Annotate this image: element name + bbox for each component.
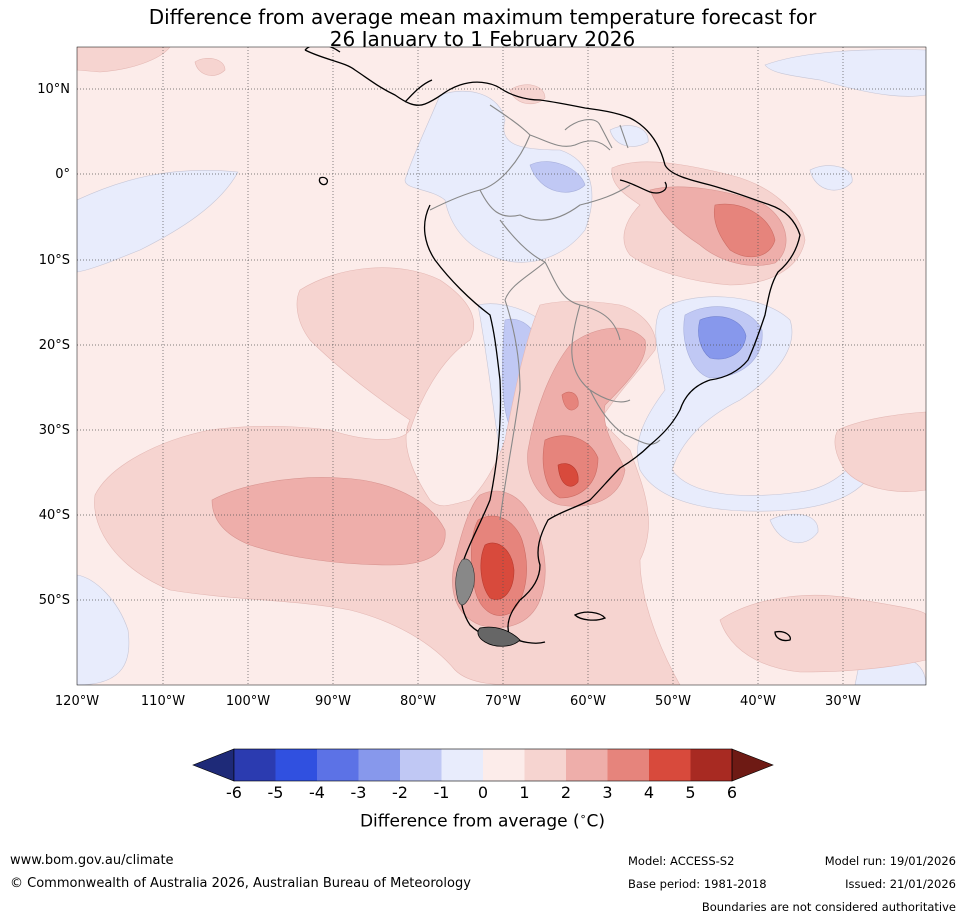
colorbar-bin — [358, 749, 400, 781]
map-title-line-2: 26 January to 1 February 2026 — [329, 27, 636, 51]
colorbar-tick-label: 1 — [519, 783, 530, 802]
lat-label-10s: 10°S — [38, 253, 70, 268]
colorbar-extend-low — [192, 748, 235, 782]
anomaly-warm-far-south-atlantic — [719, 594, 926, 673]
lat-label-30s: 30°S — [38, 423, 70, 438]
colorbar-bin — [566, 749, 608, 781]
anomaly-warm-south-atlantic-east — [834, 411, 926, 492]
lon-label-70w: 70°W — [485, 694, 521, 709]
lon-label-60w: 60°W — [570, 694, 606, 709]
colorbar-bin — [400, 749, 442, 781]
lon-label-40w: 40°W — [740, 694, 776, 709]
lon-label-90w: 90°W — [315, 694, 351, 709]
anomaly-cool-amazon-core — [529, 161, 586, 193]
anomaly-warm-southeast-pacific-core — [211, 477, 446, 566]
lon-label-80w: 80°W — [400, 694, 436, 709]
anomaly-warm-northeast-brazil-peak — [713, 203, 776, 258]
anomaly-cool-guianas — [609, 125, 649, 147]
footer-copyright: © Commonwealth of Australia 2026, Austra… — [10, 876, 471, 891]
lat-label-50s: 50°S — [38, 593, 70, 608]
colorbar-bin — [234, 749, 276, 781]
colorbar-bin — [607, 749, 649, 781]
colorbar-bin — [524, 749, 566, 781]
colorbar-tick-label: -6 — [226, 783, 242, 802]
colorbar-tick-label: -3 — [350, 783, 367, 802]
colorbar-tick-label: 3 — [602, 783, 613, 802]
colorbar-tick-label: -2 — [392, 783, 408, 802]
colorbar-bin — [317, 749, 359, 781]
colorbar-title: Difference from average (∘C) — [0, 810, 965, 832]
lon-label-50w: 50°W — [655, 694, 691, 709]
colorbar-bin — [690, 749, 732, 781]
colorbar-bin — [649, 749, 691, 781]
colorbar-tick-label: 0 — [477, 783, 489, 802]
footer-base-period: Base period: 1981-2018 — [628, 877, 767, 891]
anomaly-warm-argentina-spot — [561, 391, 579, 411]
map-frame — [76, 46, 927, 686]
footer-disclaimer: Boundaries are not considered authoritat… — [701, 900, 956, 914]
lat-label-0: 0° — [55, 167, 70, 182]
footer-issued: Issued: 21/01/2026 — [845, 877, 956, 891]
anomaly-cool-south-atlantic-east — [769, 513, 819, 543]
anomaly-field — [77, 47, 926, 685]
anomaly-warm-caribbean — [509, 84, 546, 105]
lat-label-10n: 10°N — [37, 82, 70, 97]
lon-label-120w: 120°W — [54, 694, 100, 709]
graticule — [77, 47, 926, 685]
map-title-line-1: Difference from average mean maximum tem… — [148, 5, 817, 29]
anomaly-cool-south-atlantic-small — [809, 165, 853, 191]
anomaly-cool-southeast-brazil-peak — [698, 316, 747, 360]
colorbar-bin — [441, 749, 483, 781]
colorbar-title-suffix: C) — [586, 811, 606, 832]
footer-website: www.bom.gov.au/climate — [10, 853, 174, 868]
lon-label-30w: 30°W — [825, 694, 861, 709]
lat-label-20s: 20°S — [38, 338, 70, 353]
colorbar-frame — [233, 748, 733, 782]
footer-model-run: Model run: 19/01/2026 — [824, 854, 956, 868]
anomaly-warm-pacific-spot — [194, 57, 226, 76]
colorbar-tick-label: 5 — [685, 783, 696, 802]
anomaly-cool-north-atlantic — [764, 49, 926, 97]
patagonian-islands — [455, 558, 475, 606]
colorbar-title-text: Difference from average ( — [359, 811, 580, 832]
colorbar-tick-label: -4 — [309, 783, 325, 802]
lon-label-110w: 110°W — [140, 694, 186, 709]
colorbar-extend-high — [731, 748, 774, 782]
colorbar-tick-label: -5 — [267, 783, 284, 802]
colorbar-tick-label: -1 — [433, 783, 450, 802]
anomaly-cool-southwest-pacific — [77, 574, 130, 685]
tierra-del-fuego — [477, 626, 521, 647]
colorbar-tick-label: 4 — [643, 783, 655, 802]
anomaly-warm-argentina-peak — [557, 463, 579, 487]
colorbar-title-degree: ∘ — [579, 810, 587, 823]
anomaly-cool-equatorial-pacific — [77, 169, 239, 273]
coastline — [304, 47, 801, 644]
anomaly-warm-patagonia-peak — [480, 542, 515, 600]
colorbar-tick-label: 2 — [560, 783, 572, 802]
lon-label-100w: 100°W — [225, 694, 271, 709]
footer-model: Model: ACCESS-S2 — [628, 854, 735, 868]
colorbar-bin — [483, 749, 525, 781]
colorbar-bin — [275, 749, 317, 781]
lat-label-40s: 40°S — [38, 508, 70, 523]
anomaly-warm-north-pacific — [77, 47, 171, 73]
colorbar-tick-label: 6 — [726, 783, 738, 802]
